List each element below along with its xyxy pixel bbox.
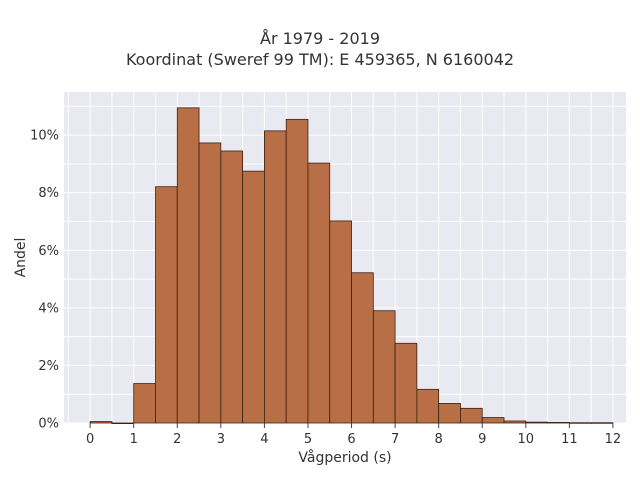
- x-tick-label: 12: [605, 432, 622, 447]
- histogram-bar: [307, 162, 331, 424]
- histogram-bar: [503, 420, 527, 424]
- histogram-bar: [329, 220, 352, 424]
- histogram-bar: [285, 118, 309, 424]
- histogram-bar: [590, 422, 614, 424]
- y-tick-label: 8%: [38, 186, 59, 201]
- histogram-bar: [155, 186, 178, 424]
- histogram-bar: [242, 170, 265, 424]
- x-tick-label: 8: [435, 432, 443, 447]
- x-axis-label: Vågperiod (s): [298, 449, 391, 466]
- x-tick-label: 1: [130, 432, 138, 447]
- y-axis-label: Andel: [13, 238, 29, 278]
- histogram-bars: [89, 107, 614, 425]
- histogram-bar: [264, 130, 287, 424]
- x-tick-label: 11: [561, 432, 578, 447]
- histogram-bar: [394, 342, 418, 424]
- histogram-bar: [198, 142, 222, 424]
- x-tick-label: 0: [86, 432, 94, 447]
- x-tick-label: 2: [173, 432, 181, 447]
- histogram-bar: [220, 150, 244, 424]
- histogram-bar: [416, 388, 440, 424]
- histogram-bar: [525, 421, 548, 424]
- y-tick-label: 6%: [38, 244, 59, 259]
- histogram-bar: [438, 403, 461, 424]
- histogram-bar: [460, 407, 483, 424]
- x-tick-label: 9: [478, 432, 486, 447]
- y-tick-label: 2%: [38, 359, 59, 374]
- histogram-bar: [481, 417, 505, 424]
- histogram-bar: [176, 107, 200, 424]
- chart-subtitle: Koordinat (Sweref 99 TM): E 459365, N 61…: [125, 50, 515, 69]
- histogram-bar: [111, 422, 135, 425]
- y-tick-label: 10%: [30, 129, 59, 144]
- histogram-bar: [547, 422, 570, 424]
- y-tick-label: 4%: [38, 301, 59, 316]
- y-tick-label: 0%: [38, 417, 59, 432]
- x-tick-label: 5: [304, 432, 312, 447]
- x-tick-label: 3: [217, 432, 225, 447]
- x-tick-label: 7: [391, 432, 399, 447]
- histogram-bar: [372, 310, 396, 424]
- y-axis-ticks: 0% 2% 4% 6% 8% 10%: [30, 129, 59, 432]
- histogram-bar: [133, 383, 156, 424]
- histogram-bar: [89, 421, 113, 424]
- x-tick-label: 10: [518, 432, 535, 447]
- x-tick-label: 4: [260, 432, 268, 447]
- histogram-bar: [351, 272, 374, 424]
- histogram-bar: [568, 422, 592, 424]
- chart-title: År 1979 - 2019: [260, 29, 380, 48]
- x-tick-label: 6: [347, 432, 355, 447]
- x-axis-ticks: 0 1 2 3 4 5 6 7 8 9 10 11 12: [86, 423, 621, 447]
